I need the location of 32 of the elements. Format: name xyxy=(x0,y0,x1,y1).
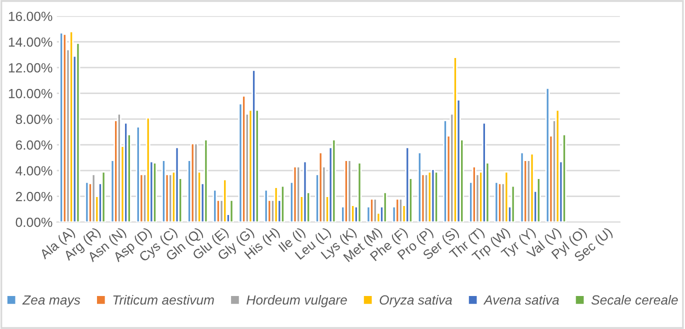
bar xyxy=(510,185,516,222)
legend-label: Avena sativa xyxy=(483,294,559,305)
y-tick-label: 6.00% xyxy=(16,140,52,150)
legend-label: Secale cereale xyxy=(591,294,678,305)
bar xyxy=(296,166,301,222)
y-tick-label: 4.00% xyxy=(16,166,52,176)
y-tick-label: 16.00% xyxy=(8,12,52,22)
legend-label: Oryza sativa xyxy=(380,294,452,308)
bar xyxy=(280,185,285,222)
bar xyxy=(332,139,336,222)
bar xyxy=(382,192,388,222)
bar xyxy=(372,198,378,222)
bar xyxy=(357,162,362,222)
bar xyxy=(101,171,106,222)
bar xyxy=(152,162,157,222)
y-tick-label: 2.00% xyxy=(16,192,52,202)
bar xyxy=(504,171,509,222)
bar xyxy=(76,42,80,222)
y-tick-label: 8.00% xyxy=(16,114,52,124)
y-tick-label: 12.00% xyxy=(8,63,52,73)
legend-label: Zea mays xyxy=(22,295,80,308)
bar xyxy=(434,171,439,222)
bar xyxy=(562,134,566,222)
bar xyxy=(222,178,228,222)
bar xyxy=(204,139,208,222)
y-tick-label: 10.00% xyxy=(8,88,52,98)
bar xyxy=(229,199,234,222)
y-tick-label: 14.00% xyxy=(8,37,52,47)
legend-label: Hordeum vulgare xyxy=(246,294,347,308)
legend-label: Triticum aestivum xyxy=(113,294,214,305)
y-tick-label: 0.00% xyxy=(16,218,52,227)
bar xyxy=(536,178,541,222)
